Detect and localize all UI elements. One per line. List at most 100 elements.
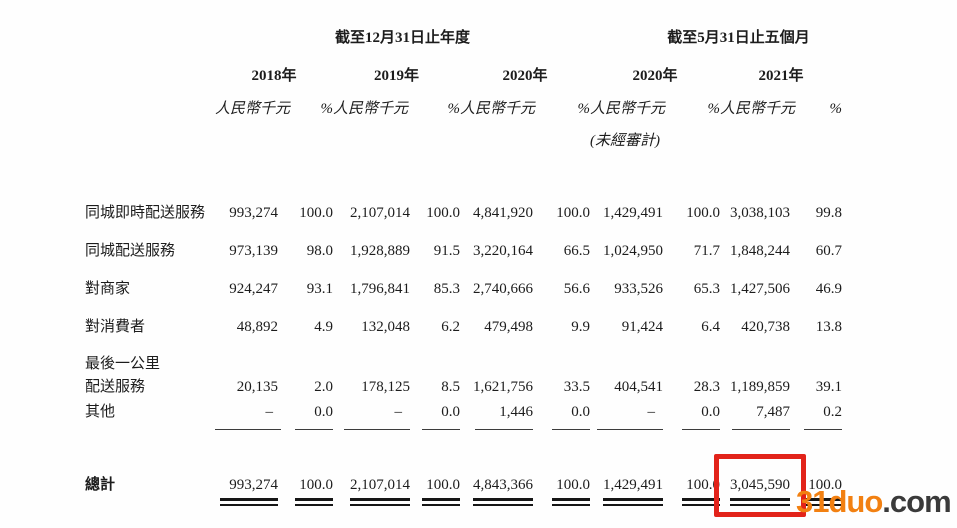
percent-cell: 9.9 xyxy=(571,319,591,335)
currency-unit-label: 人民幣千元 xyxy=(215,101,291,117)
percent-cell: 100.0 xyxy=(790,477,842,522)
table-row: 對消費者 48,892 4.9 132,048 6.2 479,498 9.9 91,424 6… xyxy=(85,319,842,356)
amount-cell: 1,427,506 xyxy=(730,281,791,297)
percent-cell: 100.0 xyxy=(299,205,333,221)
table-row: 最後一公里 xyxy=(85,356,842,379)
amount-cell: 178,125 xyxy=(361,379,410,395)
percent-cell xyxy=(410,356,460,379)
percent-symbol-label: % xyxy=(447,101,461,117)
percent-cell: 100.0 xyxy=(533,477,590,522)
header-spacer xyxy=(85,30,215,68)
row-label: 對消費者 xyxy=(85,319,146,335)
percent-cell xyxy=(533,356,590,379)
amount-cell: 20,135 xyxy=(236,379,278,395)
header-spacer xyxy=(85,101,215,133)
amount-cell: 993,274 xyxy=(215,477,278,522)
percent-symbol-label: % xyxy=(829,101,843,117)
percent-cell: 91.5 xyxy=(433,243,460,259)
table-row: 同城即時配送服務 993,274 100.0 2,107,014 100.0 4,841,… xyxy=(85,205,842,243)
amount-cell: – xyxy=(333,404,410,477)
amount-cell: 1,928,889 xyxy=(350,243,410,259)
percent-cell: 0.0 xyxy=(663,404,721,477)
year-header-row: 2018年 2019年 2020年 2020年 2021年 xyxy=(85,68,842,101)
percent-cell: 60.7 xyxy=(815,243,843,259)
amount-cell: 48,892 xyxy=(236,319,278,335)
amount-cell: 924,247 xyxy=(229,281,278,297)
year-2018-header: 2018年 xyxy=(251,68,297,84)
table-row: 對商家 924,247 93.1 1,796,841 85.3 2,740,666 56.6… xyxy=(85,281,842,319)
percent-cell: 71.7 xyxy=(693,243,721,259)
currency-unit-label: 人民幣千元 xyxy=(460,101,536,117)
amount-cell: 4,841,920 xyxy=(473,205,533,221)
amount-cell: 3,220,164 xyxy=(473,243,533,259)
row-label: 其他 xyxy=(85,404,116,420)
watermark: 31duo.com xyxy=(796,484,952,519)
percent-cell xyxy=(278,356,333,379)
percent-cell: 2.0 xyxy=(314,379,333,395)
row-label: 同城配送服務 xyxy=(85,243,176,259)
row-label: 對商家 xyxy=(85,281,131,297)
amount-cell: 420,738 xyxy=(741,319,791,335)
year-2020-header: 2020年 xyxy=(502,68,548,84)
year-2021-header: 2021年 xyxy=(758,68,804,84)
year-2019-header: 2019年 xyxy=(373,68,419,84)
percent-cell: 56.6 xyxy=(563,281,591,297)
percent-cell: 100.0 xyxy=(278,477,333,522)
audit-note xyxy=(333,133,460,205)
currency-unit-label: 人民幣千元 xyxy=(720,101,796,117)
table-row: 配送服務 20,135 2.0 178,125 8.5 1,621,756 33.5 404,… xyxy=(85,379,842,404)
table-row: 同城配送服務 973,139 98.0 1,928,889 91.5 3,220,164 6… xyxy=(85,243,842,281)
percent-cell: 93.1 xyxy=(306,281,333,297)
amount-cell xyxy=(215,356,278,379)
year-2020-five-month-header: 2020年 xyxy=(632,68,678,84)
row-label: 總計 xyxy=(85,477,116,493)
percent-cell: 4.9 xyxy=(314,319,333,335)
amount-cell xyxy=(460,356,533,379)
amount-cell: 1,189,859 xyxy=(730,379,791,395)
amount-cell xyxy=(590,356,663,379)
amount-cell: 1,429,491 xyxy=(590,477,663,522)
amount-cell xyxy=(720,356,790,379)
percent-cell xyxy=(790,356,842,379)
percent-cell: 6.2 xyxy=(441,319,460,335)
amount-cell: 3,045,590 xyxy=(720,477,790,522)
amount-cell: 993,274 xyxy=(229,205,278,221)
percent-cell: 46.9 xyxy=(815,281,843,297)
percent-cell: 13.8 xyxy=(815,319,843,335)
amount-cell: – xyxy=(215,404,281,477)
percent-symbol-label: % xyxy=(320,101,334,117)
amount-cell: 2,740,666 xyxy=(473,281,533,297)
table-row: 其他 –0.0–0.0 1,446 0.0–0.0 7,487 0.2 xyxy=(85,404,843,477)
percent-cell: 100.0 xyxy=(686,205,721,221)
percent-cell: 8.5 xyxy=(441,379,460,395)
percent-cell: 66.5 xyxy=(563,243,591,259)
percent-cell: 65.3 xyxy=(693,281,721,297)
percent-cell: 85.3 xyxy=(433,281,460,297)
audit-note xyxy=(720,133,842,205)
amount-cell: 1,429,491 xyxy=(603,205,664,221)
percent-cell: 98.0 xyxy=(306,243,333,259)
percent-cell: 0.0 xyxy=(278,404,333,477)
currency-unit-label: 人民幣千元 xyxy=(590,101,666,117)
amount-cell xyxy=(333,356,410,379)
percent-cell: 33.5 xyxy=(563,379,591,395)
highlight-box xyxy=(714,454,806,517)
amount-cell: 3,038,103 xyxy=(730,205,791,221)
amount-cell: 91,424 xyxy=(621,319,664,335)
watermark-brand: 31duo xyxy=(796,484,883,519)
percent-cell xyxy=(663,356,720,379)
row-label: 最後一公里 xyxy=(85,356,161,372)
percent-symbol-label: % xyxy=(707,101,721,117)
percent-cell: 100.0 xyxy=(426,205,460,221)
percent-cell: 6.4 xyxy=(701,319,721,335)
amount-cell: 2,107,014 xyxy=(350,205,410,221)
percent-cell: 100.0 xyxy=(410,477,460,522)
amount-cell: 1,848,244 xyxy=(730,243,791,259)
percent-cell: 0.0 xyxy=(410,404,460,477)
currency-unit-label: 人民幣千元 xyxy=(333,101,409,117)
row-label: 同城即時配送服務 xyxy=(85,205,206,221)
watermark-suffix: .com xyxy=(882,484,951,519)
amount-cell: 933,526 xyxy=(614,281,664,297)
amount-cell: 1,024,950 xyxy=(603,243,664,259)
